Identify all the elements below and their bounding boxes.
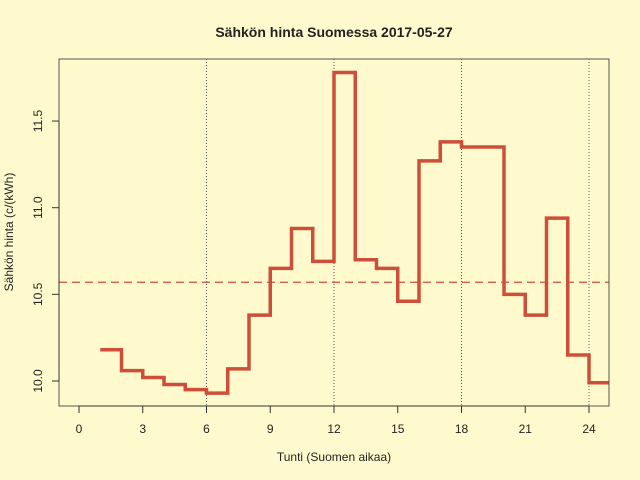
y-tick-label: 11.0 — [31, 196, 45, 219]
x-tick-label: 18 — [455, 422, 469, 436]
y-tick-label: 10.5 — [31, 282, 45, 306]
y-tick-label: 11.5 — [31, 109, 45, 132]
chart-title: Sähkön hinta Suomessa 2017-05-27 — [215, 24, 453, 40]
y-tick-label: 10.0 — [31, 369, 45, 393]
x-tick-label: 15 — [391, 422, 405, 436]
y-axis-label: Sähkön hinta (c/(kWh) — [2, 173, 16, 292]
price-step-line — [100, 70, 609, 395]
x-axis: 0 3 6 9 12 15 18 21 24 — [76, 405, 596, 436]
x-axis-label: Tunti (Suomen aikaa) — [277, 450, 391, 464]
x-tick-label: 6 — [203, 422, 210, 436]
x-tick-label: 12 — [327, 422, 341, 436]
x-tick-label: 0 — [76, 422, 83, 436]
x-tick-label: 21 — [519, 422, 533, 436]
x-tick-label: 24 — [582, 422, 596, 436]
x-tick-label: 3 — [139, 422, 146, 436]
x-tick-label: 9 — [267, 422, 274, 436]
y-axis: 10.0 10.5 11.0 11.5 — [31, 109, 60, 393]
